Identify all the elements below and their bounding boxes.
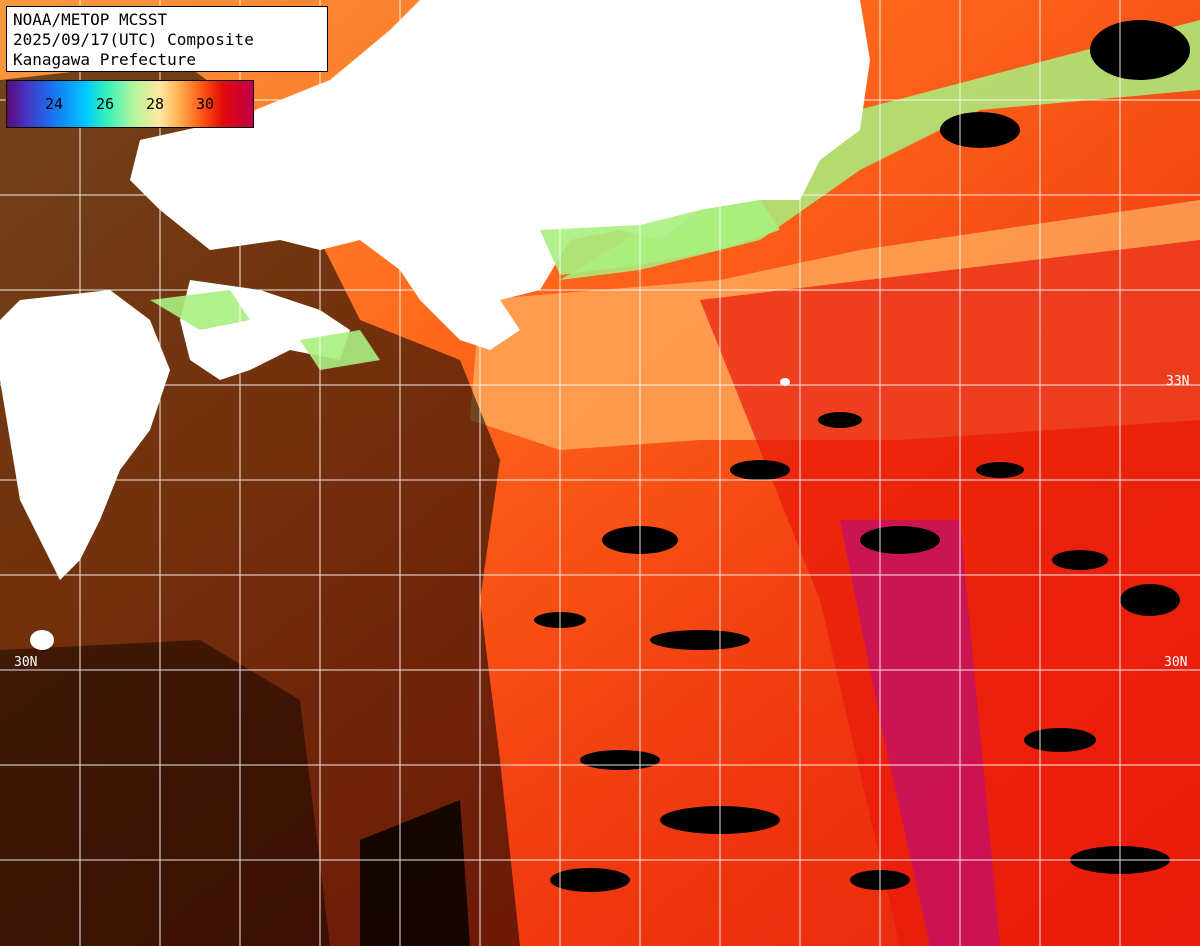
- lat-label-30n-left: 30N: [14, 655, 38, 670]
- title-line-1: NOAA/METOP MCSST: [13, 10, 168, 29]
- cloud-mass-southwest: [0, 640, 330, 946]
- colorbar-tick-30: 30: [196, 95, 215, 113]
- island-tanegashima: [30, 630, 54, 650]
- cloud-mass-west: [0, 60, 520, 946]
- lon-label-136e: 136E: [484, 8, 499, 40]
- title-line-3: Kanagawa Prefecture: [13, 50, 197, 69]
- honshu: [130, 0, 870, 340]
- lat-label-30n-right: 30N: [1164, 655, 1188, 670]
- colorbar-tick-26: 26: [96, 95, 115, 113]
- title-line-2: 2025/09/17(UTC) Composite: [13, 30, 254, 49]
- island-small: [780, 378, 790, 386]
- island-north: [820, 90, 840, 100]
- colorbar-tick-24: 24: [45, 95, 64, 113]
- title-box: NOAA/METOP MCSST 2025/09/17(UTC) Composit…: [6, 6, 328, 72]
- lat-label-33n-left: 33N: [10, 372, 34, 387]
- lat-label-33n-right: 33N: [1166, 374, 1190, 389]
- kyushu: [0, 290, 170, 580]
- cloud-strip-southwest: [360, 800, 470, 946]
- colorbar-tick-28: 28: [146, 95, 165, 113]
- sst-colorbar: 24 26 28 30: [6, 80, 254, 128]
